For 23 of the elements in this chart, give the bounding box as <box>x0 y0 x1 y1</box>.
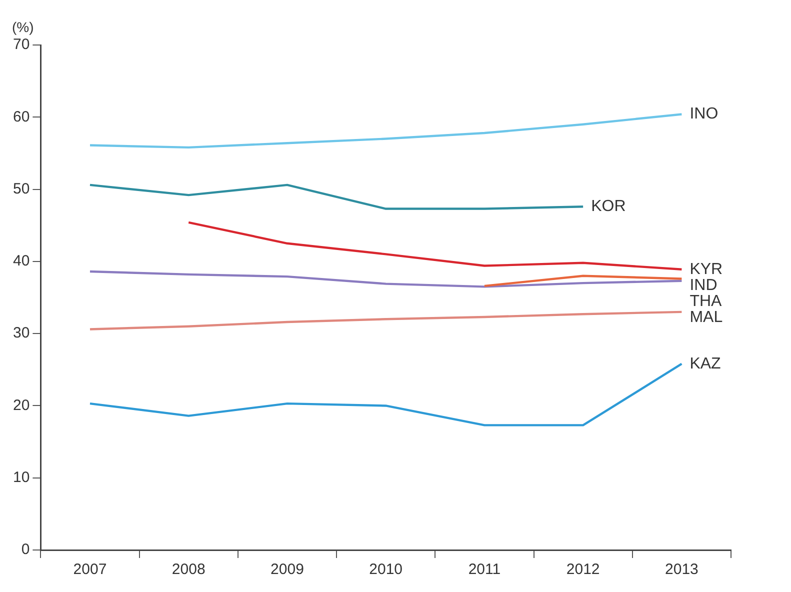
y-axis-title: (%) <box>12 18 34 35</box>
y-tick-label: 70 <box>12 36 30 54</box>
series-label: KYR <box>690 260 723 278</box>
y-tick-label: 0 <box>21 541 30 558</box>
x-tick-label: 2007 <box>73 561 107 578</box>
x-tick-label: 2013 <box>665 561 698 578</box>
series-label: MAL <box>690 308 723 326</box>
x-tick-label: 2012 <box>566 561 600 578</box>
x-tick-label: 2008 <box>172 561 206 578</box>
y-tick-label: 20 <box>12 396 30 414</box>
series-label: KAZ <box>690 355 722 372</box>
y-tick-label: 40 <box>12 252 30 270</box>
x-tick-label: 2010 <box>369 561 403 578</box>
series-label: IND <box>690 276 718 294</box>
series-label: KOR <box>591 198 626 216</box>
y-tick-label: 10 <box>12 469 30 486</box>
y-tick-label: 50 <box>12 180 30 198</box>
series-label: THA <box>690 292 722 310</box>
x-tick-label: 2009 <box>270 561 304 578</box>
y-tick-label: 30 <box>12 324 30 342</box>
series-label: INO <box>690 106 718 123</box>
x-tick-label: 2011 <box>468 561 501 578</box>
y-tick-label: 60 <box>12 108 30 126</box>
